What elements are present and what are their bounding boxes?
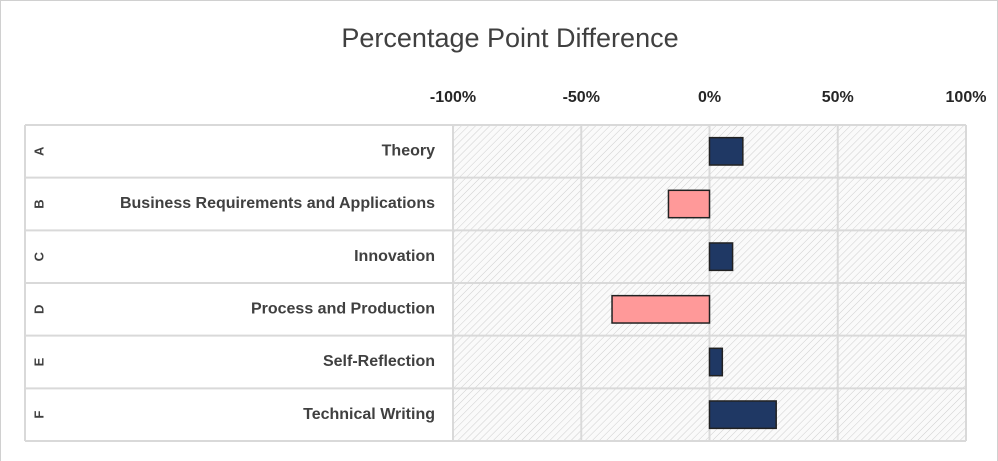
bar [708, 136, 744, 166]
category-label: Process and Production [251, 301, 435, 318]
group-label: E [31, 357, 46, 366]
bar [708, 242, 734, 272]
x-tick-label: -50% [563, 89, 600, 106]
category-label: Business Requirements and Applications [120, 195, 435, 212]
x-tick-label: -100% [430, 89, 476, 106]
category-label: Innovation [354, 248, 435, 265]
group-label: A [31, 146, 46, 156]
category-label: Theory [382, 143, 435, 160]
bar [611, 294, 711, 324]
group-label: C [31, 251, 46, 261]
group-label: F [31, 411, 46, 419]
bar [708, 400, 777, 430]
category-label: Self-Reflection [323, 353, 435, 370]
group-label: B [31, 199, 46, 208]
x-tick-label: 50% [822, 89, 854, 106]
category-label: Technical Writing [303, 406, 435, 423]
bar [667, 189, 711, 219]
chart-title: Percentage Point Difference [341, 23, 678, 53]
bar [708, 347, 724, 377]
x-tick-label: 0% [698, 89, 721, 106]
x-tick-label: 100% [946, 89, 987, 106]
group-label: D [31, 305, 46, 314]
